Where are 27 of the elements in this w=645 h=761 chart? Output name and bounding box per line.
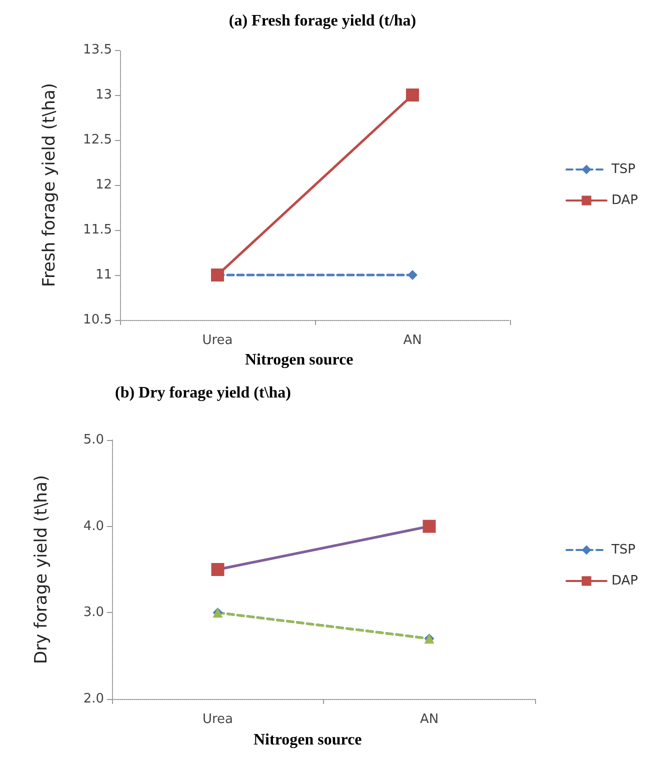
y-tick-label: 4.0 bbox=[83, 518, 104, 534]
legend-label: TSP bbox=[610, 162, 636, 177]
x-tick-label: AN bbox=[403, 333, 422, 348]
legend-label: DAP bbox=[611, 193, 638, 208]
point bbox=[422, 520, 436, 533]
y-tick-label: 13 bbox=[95, 88, 112, 102]
chart-title: (b) Dry forage yield (t\ha) bbox=[115, 384, 291, 402]
legend-label: DAP bbox=[611, 574, 638, 588]
y-tick-label: 13.5 bbox=[83, 42, 112, 58]
y-tick-label: 3.0 bbox=[83, 605, 104, 620]
x-tick-label: AN bbox=[420, 712, 439, 727]
y-tick-label: 11 bbox=[95, 268, 112, 282]
x-tick-label: Urea bbox=[202, 333, 233, 348]
chart-title: (a) Fresh forage yield (t/ha) bbox=[228, 12, 416, 30]
x-axis-title: Nitrogen source bbox=[245, 352, 354, 368]
x-axis-title: Nitrogen source bbox=[254, 732, 362, 748]
y-tick-label: 12.5 bbox=[83, 132, 112, 148]
y-tick-label: 5.0 bbox=[83, 432, 104, 448]
point bbox=[211, 563, 224, 576]
y-tick-label: 12 bbox=[95, 178, 112, 192]
y-tick-label: 10.5 bbox=[83, 312, 112, 328]
x-tick-label: Urea bbox=[202, 712, 234, 727]
y-axis-title: Dry forage yield (t\ha) bbox=[32, 474, 52, 664]
y-axis-title: Fresh forage yield (t\ha) bbox=[40, 82, 60, 288]
legend-label: TSP bbox=[610, 542, 636, 558]
y-tick-label: 2.0 bbox=[83, 692, 104, 706]
y-tick-label: 11.5 bbox=[83, 222, 112, 238]
